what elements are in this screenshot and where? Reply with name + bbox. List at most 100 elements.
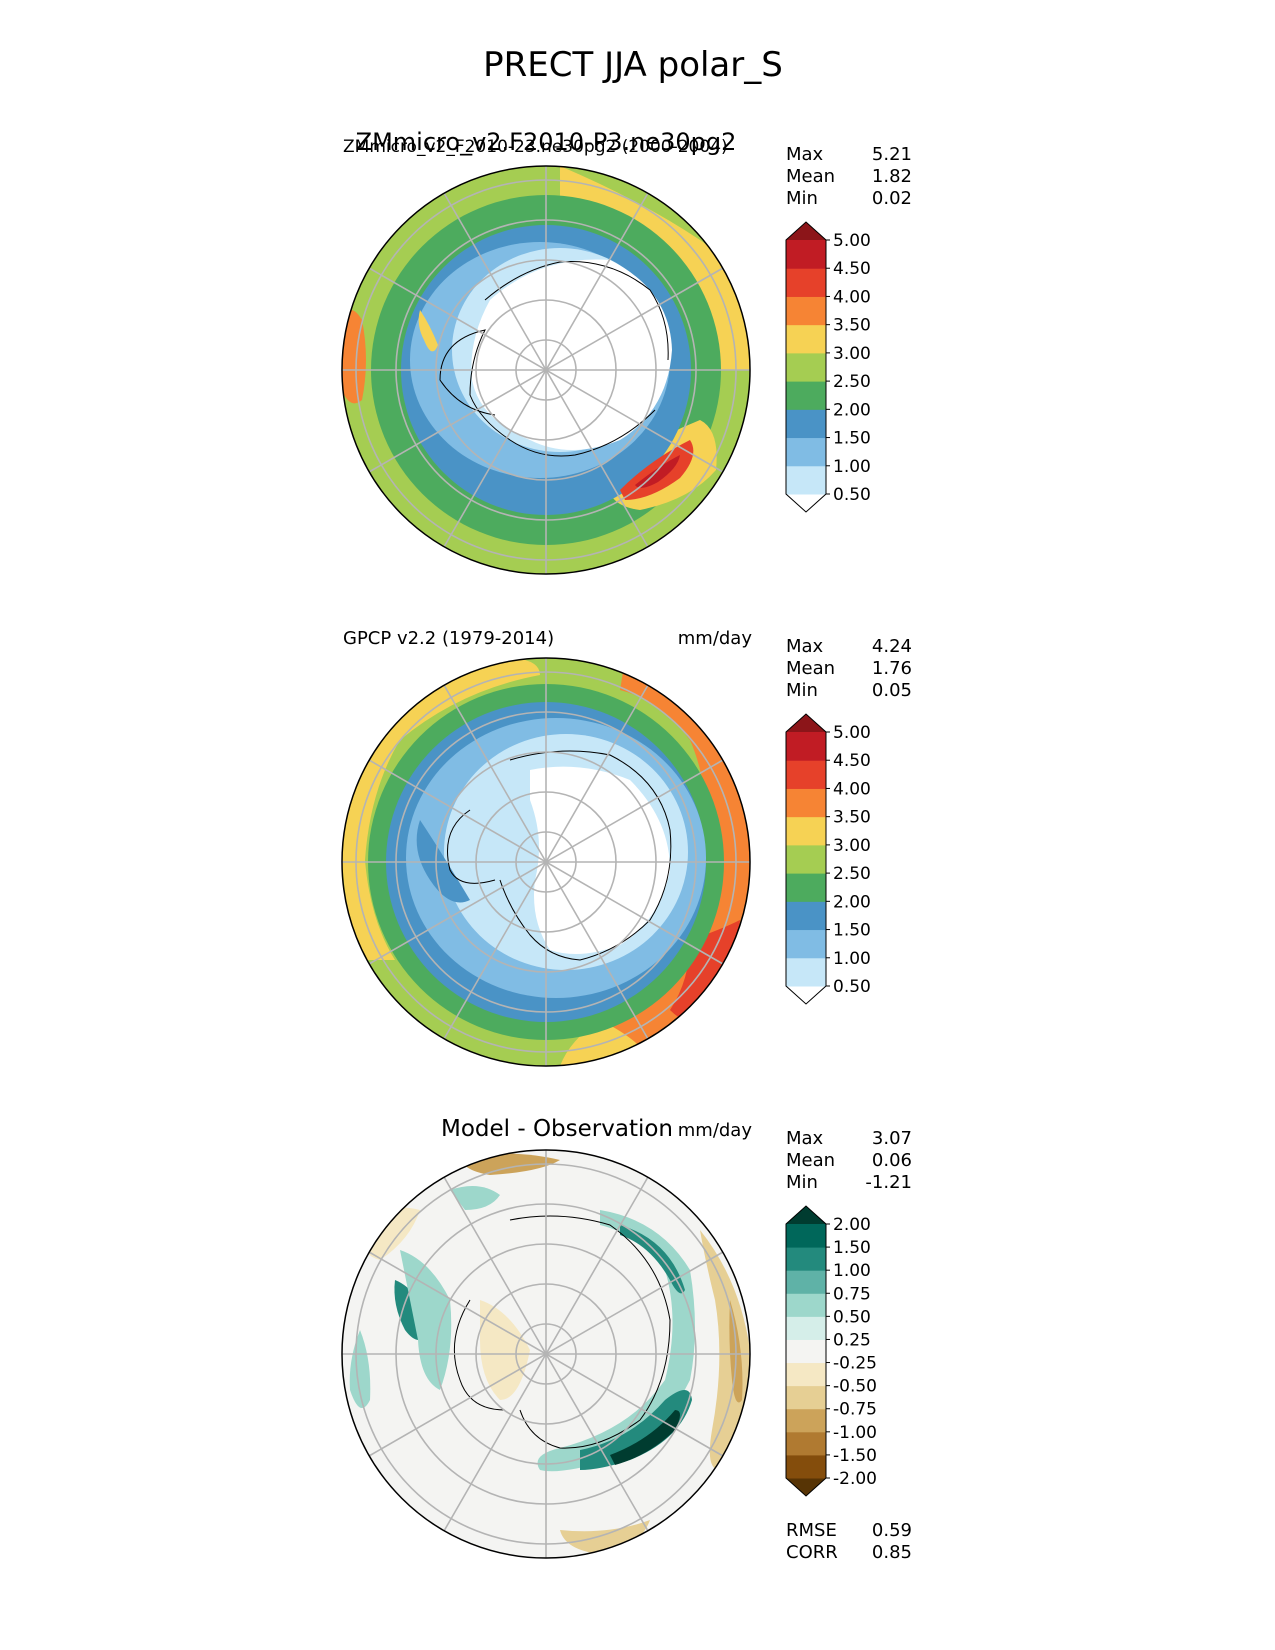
colorbar-extend-bottom [786, 986, 826, 1004]
colorbar-segment [786, 873, 826, 902]
colorbar-model: 0.50 1.00 1.50 2.00 2.50 3.00 3.50 4.00 4.50 5.00 [785, 221, 871, 513]
colorbar-segment [786, 1339, 826, 1364]
colorbar-extend-bottom [786, 1478, 826, 1496]
colorbar-tick-label: 5.00 [833, 231, 871, 251]
stat-label: RMSE [786, 1520, 837, 1541]
colorbar-tick-label: 2.00 [833, 892, 871, 912]
colorbar-tick-label: 0.50 [833, 977, 871, 997]
stat-value: 4.24 [872, 636, 912, 657]
colorbar-tick-label: 5.00 [833, 723, 871, 743]
stat-value: 0.05 [872, 680, 912, 701]
panel-obs-map [342, 658, 750, 1066]
colorbar-tick-label: 3.50 [833, 808, 871, 828]
colorbar-segment [786, 437, 826, 467]
colorbar-segment [786, 957, 826, 987]
panel-diff-map [342, 1150, 750, 1558]
stat-label: Max [786, 144, 824, 165]
colorbar-segment [786, 1224, 826, 1248]
colorbar-segment [786, 760, 826, 789]
stat-label: Mean [786, 1150, 835, 1171]
colorbar-segment [786, 465, 826, 495]
colorbar-tick-label: 2.00 [833, 1215, 871, 1235]
colorbar-extend-bottom [786, 494, 826, 512]
colorbar-tick-label: 2.50 [833, 864, 871, 884]
stat-label: Min [786, 680, 818, 701]
stat-label: Mean [786, 166, 835, 187]
colorbar-diff: -2.00 -1.50 -1.00 -0.75 -0.50 -0.25 0.25 0.50 0.… [785, 1205, 877, 1497]
colorbar-segment [786, 324, 826, 354]
colorbar-tick-label: 3.00 [833, 344, 871, 364]
colorbar-tick-label: -0.75 [833, 1400, 877, 1420]
colorbar-segment [786, 732, 826, 761]
stat-value: 0.06 [872, 1150, 912, 1171]
colorbar-tick-label: 0.50 [833, 485, 871, 505]
colorbar-tick-label: -1.50 [833, 1446, 877, 1466]
colorbar-tick-label: 0.25 [833, 1330, 871, 1350]
colorbar-segment [786, 1408, 826, 1433]
panel-diff: Model - Observation mm/day [341, 1116, 912, 1563]
colorbar-tick-label: 1.50 [833, 429, 871, 449]
colorbar-tick-label: -1.00 [833, 1423, 877, 1443]
colorbar-tick-label: 1.00 [833, 457, 871, 477]
colorbar-segment [786, 929, 826, 959]
stat-label: Max [786, 636, 824, 657]
colorbar-segment [786, 1247, 826, 1271]
panel-model-title-overlay: ZMmicro_v2.F2010-P3.ne30pg2 [356, 128, 737, 156]
panel-obs-units: mm/day [678, 628, 753, 649]
colorbar-extend-top [786, 222, 826, 240]
stat-label: CORR [786, 1542, 838, 1563]
stat-value: 3.07 [872, 1128, 912, 1149]
colorbar-tick-label: -0.25 [833, 1354, 877, 1374]
colorbar-segment [786, 901, 826, 931]
colorbar-extend-top [786, 714, 826, 732]
colorbar-tick-label: 1.00 [833, 949, 871, 969]
panel-obs: GPCP v2.2 (1979-2014) mm/day [341, 628, 912, 1067]
colorbar-tick-label: 0.50 [833, 1307, 871, 1327]
colorbar-segment [786, 844, 826, 874]
colorbar-segment [786, 409, 826, 439]
colorbar-segment [786, 816, 826, 846]
stat-label: Max [786, 1128, 824, 1149]
stat-value: 0.02 [872, 188, 912, 209]
colorbar-tick-label: 2.50 [833, 372, 871, 392]
colorbar-segment [786, 1362, 826, 1387]
colorbar-tick-label: -2.00 [833, 1469, 877, 1489]
colorbar-tick-label: -0.50 [833, 1377, 877, 1397]
colorbar-tick-label: 4.50 [833, 751, 871, 771]
colorbar-segment [786, 1385, 826, 1410]
stat-value: -1.21 [865, 1172, 912, 1193]
stat-label: Mean [786, 658, 835, 679]
stat-value: 5.21 [872, 144, 912, 165]
colorbar-obs: 0.50 1.00 1.50 2.00 2.50 3.00 3.50 4.00 4.50 5.00 [785, 713, 871, 1005]
colorbar-tick-label: 3.00 [833, 836, 871, 856]
colorbar-tick-label: 4.00 [833, 779, 871, 799]
stat-label: Min [786, 188, 818, 209]
figure-title: PRECT JJA polar_S [483, 45, 783, 85]
colorbar-segment [786, 268, 826, 297]
stat-value: 1.76 [872, 658, 912, 679]
colorbar-segment [786, 1454, 826, 1479]
colorbar-tick-label: 1.50 [833, 1238, 871, 1258]
colorbar-segment [786, 381, 826, 410]
colorbar-extend-top [786, 1206, 826, 1224]
colorbar-segment [786, 1316, 826, 1340]
panel-model-map [342, 166, 750, 574]
colorbar-segment [786, 1293, 826, 1317]
panel-diff-title: Model - Observation [441, 1116, 673, 1142]
panel-diff-units: mm/day [678, 1120, 753, 1141]
panel-model: ZMmicro_v2_F2010-23.ne30pg2 (2000-2004) … [341, 128, 912, 575]
colorbar-segment [786, 296, 826, 326]
colorbar-tick-label: 4.00 [833, 287, 871, 307]
colorbar-tick-label: 4.50 [833, 259, 871, 279]
colorbar-tick-label: 0.75 [833, 1284, 871, 1304]
panel-obs-title-left: GPCP v2.2 (1979-2014) [343, 628, 554, 649]
panel-model-title-left: ZMmicro_v2_F2010-23.ne30pg2 (2000-2004) [343, 137, 728, 157]
stat-value: 0.59 [872, 1520, 912, 1541]
colorbar-segment [786, 240, 826, 269]
colorbar-segment [786, 352, 826, 382]
colorbar-segment [786, 1431, 826, 1456]
colorbar-segment [786, 788, 826, 818]
stat-label: Min [786, 1172, 818, 1193]
colorbar-segment [786, 1270, 826, 1294]
